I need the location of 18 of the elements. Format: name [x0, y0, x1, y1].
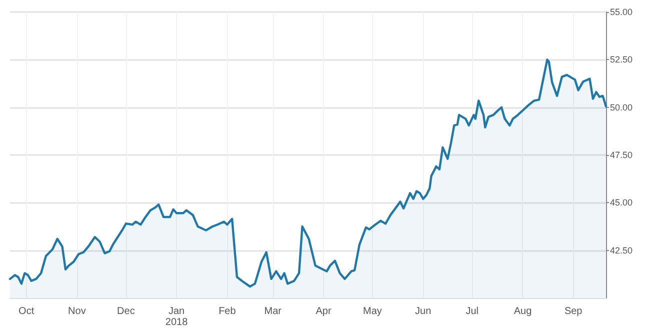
x-tick-label: Feb [218, 306, 236, 317]
x-tick-label: Apr [316, 306, 332, 317]
y-tick-label: 45.00 [610, 198, 633, 208]
y-tick-label: 55.00 [610, 7, 633, 17]
y-tick-label: 42.50 [610, 245, 633, 256]
x-tick-label: Jan 2018 [165, 306, 188, 328]
y-tick-label: 47.50 [610, 150, 633, 160]
y-tick-label: 52.50 [610, 54, 633, 65]
x-tick-label: Dec [117, 306, 135, 317]
x-tick-label: Jul [466, 306, 479, 317]
x-tick-label: Nov [68, 306, 86, 317]
x-tick-label: Sep [564, 306, 583, 317]
x-tick-label: May [363, 306, 382, 317]
x-tick-label: Jun [415, 306, 432, 317]
x-tick-label: Oct [18, 306, 34, 317]
x-tick-label: Mar [264, 306, 282, 317]
y-tick-label: 50.00 [610, 102, 633, 112]
x-tick-label: Aug [514, 306, 532, 317]
